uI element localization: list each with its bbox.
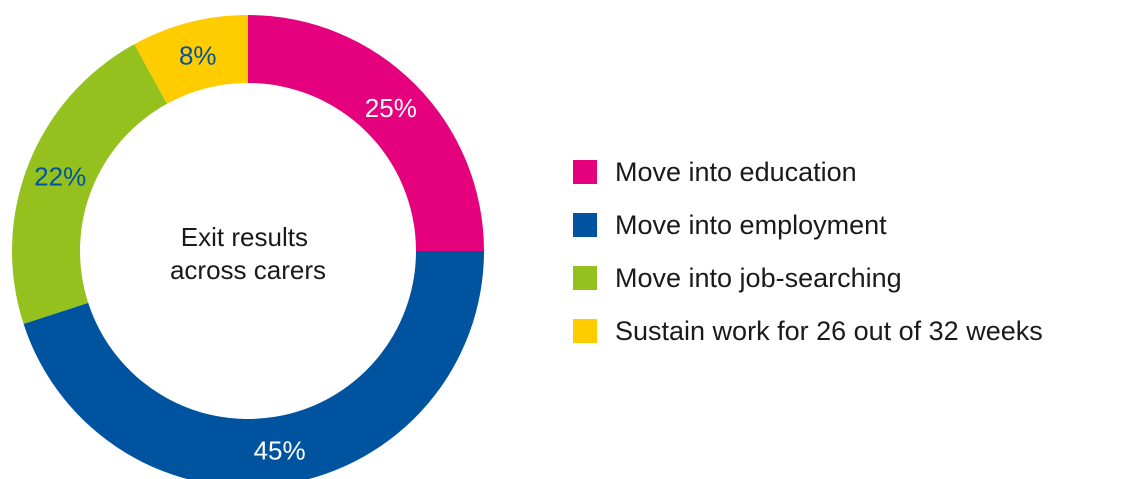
legend-swatch-sustain-work — [573, 319, 597, 343]
slice-label-education: 25% — [365, 93, 417, 123]
center-label-line-1: Exit results — [181, 222, 308, 252]
slice-education — [248, 15, 484, 251]
slice-label-employment: 45% — [254, 436, 306, 466]
legend: Move into education Move into employment… — [573, 148, 1043, 360]
slice-employment — [23, 251, 484, 479]
legend-item-sustain-work: Sustain work for 26 out of 32 weeks — [573, 307, 1043, 355]
legend-swatch-job-searching — [573, 266, 597, 290]
slice-labels: 25% 45% 22% 8% — [34, 40, 417, 465]
legend-swatch-education — [573, 160, 597, 184]
legend-label-sustain-work: Sustain work for 26 out of 32 weeks — [615, 315, 1043, 346]
legend-item-education: Move into education — [573, 148, 1043, 196]
slice-sustain-work — [134, 14, 248, 104]
center-label: Exit results across carers — [170, 222, 326, 285]
legend-label-education: Move into education — [615, 156, 857, 187]
slice-job-searching — [11, 44, 168, 324]
slice-label-job-searching: 22% — [34, 162, 86, 192]
slice-label-sustain-work: 8% — [179, 40, 217, 70]
legend-item-employment: Move into employment — [573, 201, 1043, 249]
donut-chart: 25% 45% 22% 8% Exit results across carers — [11, 14, 484, 479]
legend-swatch-employment — [573, 213, 597, 237]
center-label-line-2: across carers — [170, 255, 326, 285]
legend-label-employment: Move into employment — [615, 209, 887, 240]
donut-slices — [11, 14, 484, 479]
legend-label-job-searching: Move into job-searching — [615, 262, 902, 293]
legend-item-job-searching: Move into job-searching — [573, 254, 1043, 302]
